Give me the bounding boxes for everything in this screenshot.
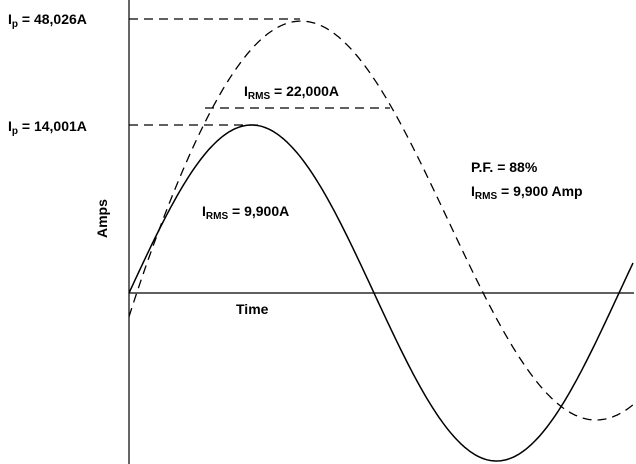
power-factor-label: P.F. = 88% bbox=[471, 159, 538, 175]
rms-total-label: IRMS = 9,900 Amp bbox=[471, 183, 583, 202]
solid-current-waveform bbox=[128, 124, 634, 462]
dashed-current-waveform bbox=[128, 20, 634, 421]
x-axis-label: Time bbox=[236, 301, 269, 317]
peak-low-label: Ip = 14,001A bbox=[8, 118, 87, 137]
rms-solid-label: IRMS = 9,900A bbox=[202, 203, 289, 222]
rms-dashed-label: IRMS = 22,000A bbox=[244, 83, 339, 102]
peak-high-label: Ip = 48,026A bbox=[8, 11, 87, 30]
y-axis-label: Amps bbox=[94, 199, 110, 238]
